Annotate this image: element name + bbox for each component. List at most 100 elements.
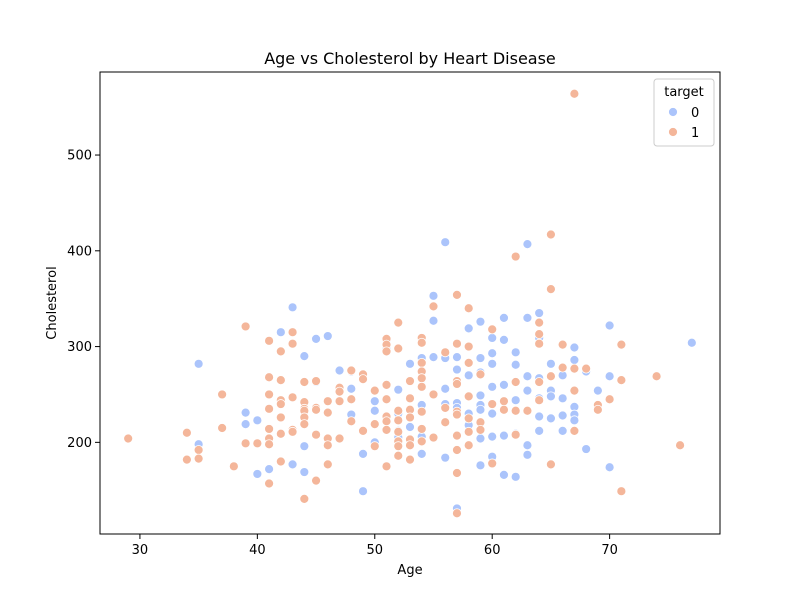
point-series-1-50 [334, 396, 345, 407]
point-series-1-132 [534, 338, 545, 349]
point-series-0-72 [487, 333, 498, 343]
point-series-0-49 [440, 383, 451, 394]
point-series-1-14 [264, 403, 274, 414]
point-series-0-73 [487, 348, 498, 359]
y-tick-label-500: 500 [67, 149, 92, 164]
point-series-0-5 [252, 469, 263, 479]
point-series-1-138 [546, 459, 556, 470]
point-series-1-11 [264, 335, 274, 346]
point-series-1-58 [369, 385, 380, 396]
point-series-0-60 [463, 370, 474, 381]
point-series-1-22 [275, 399, 286, 409]
point-series-0-97 [522, 449, 533, 460]
point-series-0-43 [428, 290, 439, 301]
point-series-0-112 [569, 342, 580, 353]
point-series-1-4 [193, 453, 204, 464]
point-series-1-52 [346, 365, 357, 376]
point-series-1-47 [322, 459, 333, 470]
legend-label-0: 0 [691, 106, 699, 121]
legend: target 0 1 [653, 78, 715, 147]
point-series-1-6 [217, 423, 228, 433]
point-series-1-98 [440, 402, 451, 413]
point-series-1-116 [463, 440, 474, 451]
y-axis: 200 300 400 500 [67, 149, 100, 451]
point-series-1-24 [275, 428, 286, 439]
point-series-1-19 [275, 346, 286, 357]
point-series-0-44 [428, 315, 439, 326]
point-series-1-27 [287, 338, 298, 349]
point-series-1-15 [264, 424, 274, 434]
y-tick-label-300: 300 [67, 340, 92, 355]
point-series-1-5 [217, 389, 228, 400]
point-series-1-151 [616, 486, 627, 497]
point-series-1-90 [416, 381, 427, 392]
point-series-0-7 [275, 327, 286, 338]
point-series-0-81 [499, 379, 509, 390]
point-series-1-3 [193, 445, 204, 455]
point-series-1-105 [452, 409, 462, 420]
point-series-1-54 [346, 416, 357, 427]
point-series-1-69 [381, 461, 392, 472]
point-series-1-73 [393, 415, 404, 426]
point-series-1-110 [463, 303, 474, 314]
point-series-1-142 [569, 363, 580, 374]
point-series-1-30 [287, 426, 298, 437]
point-series-0-67 [475, 390, 486, 401]
point-series-0-42 [416, 448, 427, 459]
point-series-1-79 [405, 393, 415, 404]
point-series-0-8 [287, 302, 298, 313]
point-series-0-117 [569, 415, 580, 426]
x-tick-label-60: 60 [484, 543, 501, 558]
point-series-1-74 [393, 426, 404, 437]
legend-title: target [664, 85, 704, 100]
point-series-0-36 [405, 422, 415, 432]
point-series-0-111 [557, 425, 568, 436]
point-series-1-113 [463, 391, 474, 402]
point-series-1-144 [569, 425, 580, 436]
point-series-1-141 [569, 88, 580, 99]
x-tick-label-70: 70 [601, 543, 618, 558]
point-series-1-109 [452, 508, 462, 519]
point-series-1-131 [534, 329, 545, 340]
point-series-0-51 [440, 452, 451, 463]
point-series-0-77 [487, 431, 498, 442]
point-series-1-108 [452, 468, 462, 478]
point-series-0-86 [510, 347, 521, 358]
point-series-1-136 [546, 284, 556, 295]
point-series-0-102 [534, 411, 545, 422]
point-series-0-121 [592, 385, 603, 396]
point-series-0-124 [604, 371, 615, 382]
point-series-0-70 [475, 433, 486, 444]
point-series-0-22 [358, 448, 368, 459]
point-series-1-87 [416, 357, 427, 368]
y-tick-label-400: 400 [67, 244, 92, 259]
point-series-1-101 [452, 338, 462, 349]
point-series-0-31 [393, 384, 404, 395]
point-series-0-95 [522, 385, 533, 396]
point-series-0-91 [510, 471, 521, 482]
point-series-1-86 [416, 337, 427, 348]
point-series-1-38 [311, 376, 321, 386]
point-series-1-53 [346, 394, 357, 405]
x-axis-label: Age [397, 563, 422, 578]
point-series-1-37 [299, 493, 310, 504]
point-series-0-110 [557, 410, 568, 421]
y-axis-label: Cholesterol [45, 266, 60, 339]
point-series-1-112 [463, 357, 474, 368]
legend-label-1: 1 [691, 126, 699, 141]
point-series-1-8 [240, 321, 251, 332]
point-series-1-111 [463, 341, 474, 352]
point-series-1-93 [416, 436, 427, 447]
point-series-1-23 [275, 412, 286, 423]
point-series-1-148 [604, 394, 615, 405]
point-series-0-35 [405, 358, 415, 369]
point-series-0-53 [452, 352, 462, 363]
point-series-0-25 [369, 405, 380, 416]
point-series-0-24 [369, 396, 380, 407]
point-series-0-87 [510, 359, 521, 370]
point-series-1-130 [534, 317, 545, 328]
point-series-0-92 [522, 239, 533, 250]
point-series-0-11 [299, 351, 310, 362]
point-series-0-20 [346, 383, 357, 394]
